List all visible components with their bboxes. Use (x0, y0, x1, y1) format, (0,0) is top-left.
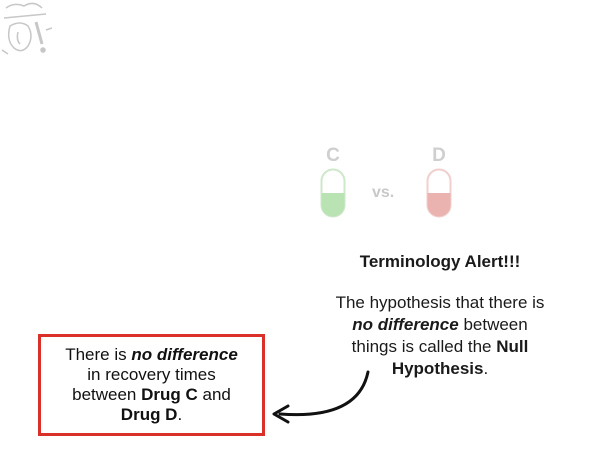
statement-end: . (177, 405, 183, 424)
statement-line-4: Drug D. (41, 405, 262, 425)
statement-prefix: There is (65, 345, 132, 364)
pill-d-label: D (432, 145, 446, 166)
curved-arrow-icon (272, 370, 370, 424)
definition-line-2-rest: between (458, 315, 528, 334)
drug-c-term: Drug C (141, 385, 198, 404)
hypothesis-statement-text: There is no difference in recovery times… (41, 345, 262, 425)
hypothesis-statement-box: There is no difference in recovery times… (38, 334, 265, 436)
definition-line-4: Hypothesis. (296, 358, 584, 380)
statement-line-3-prefix: between (72, 385, 142, 404)
statement-line-1: There is no difference (41, 345, 262, 365)
definition-line-4-rest: . (483, 359, 489, 378)
statement-line-3-suffix: and (197, 385, 231, 404)
terminology-alert-title: Terminology Alert!!! (359, 252, 521, 271)
null-hypothesis-definition: The hypothesis that there is no differen… (296, 292, 584, 380)
no-difference-emphasis: no difference (352, 315, 459, 334)
hypothesis-term: Hypothesis (391, 359, 484, 378)
definition-line-3: things is called the Null (296, 336, 584, 358)
pill-c-label: C (326, 145, 340, 166)
comic-burst-logo-icon (1, 2, 52, 55)
drug-d-term: Drug D (120, 405, 178, 424)
definition-line-1: The hypothesis that there is (335, 293, 545, 312)
null-term: Null (496, 337, 529, 356)
definition-line-2: no difference between (296, 314, 584, 336)
statement-no-difference: no difference (131, 345, 238, 364)
definition-line-3-prefix: things is called the (351, 337, 497, 356)
pill-c-icon (320, 168, 346, 218)
pill-d-icon (426, 168, 452, 218)
statement-line-3: between Drug C and (41, 385, 262, 405)
vs-label: vs. (372, 184, 395, 201)
statement-line-2: in recovery times (87, 365, 216, 384)
